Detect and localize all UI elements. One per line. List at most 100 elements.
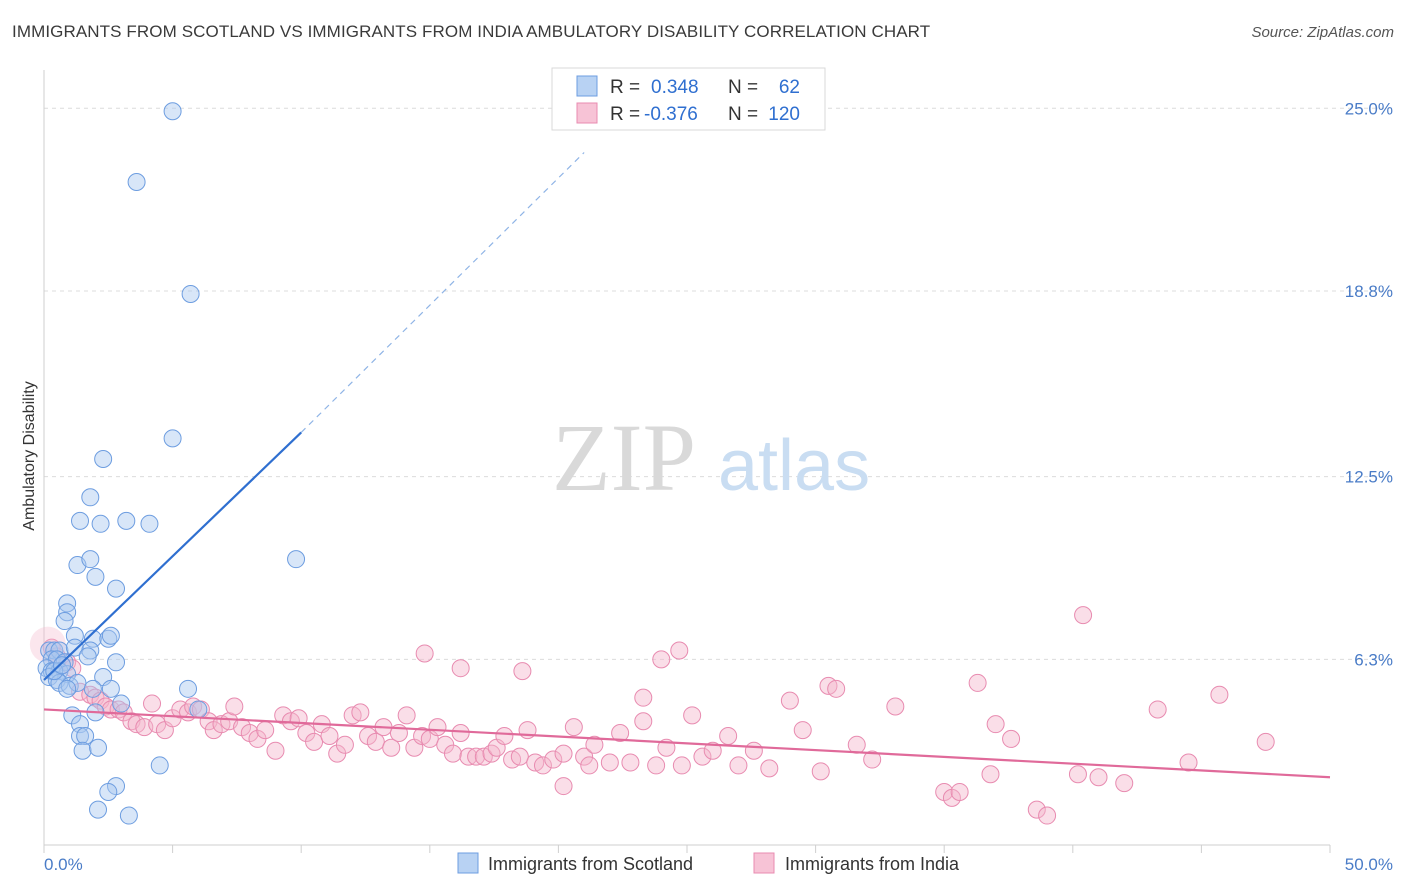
legend-r-scotland: 0.348 [651,77,699,98]
data-point-india [335,735,354,754]
data-point-scotland [107,579,126,598]
data-point-scotland [99,782,118,801]
data-point-india [428,718,447,737]
data-point-india [1074,606,1093,625]
data-point-india [415,644,434,663]
data-point-india [672,756,691,775]
data-point-scotland [55,653,74,672]
watermark: ZIP atlas [552,404,870,511]
data-point-india [670,641,689,660]
data-point-india [1179,753,1198,772]
data-point-india [580,756,599,775]
data-point-india [554,744,573,763]
chart-title: IMMIGRANTS FROM SCOTLAND VS IMMIGRANTS F… [12,22,931,41]
data-point-india [652,650,671,669]
data-point-scotland [58,679,77,698]
x-tick-label: 50.0% [1345,855,1393,874]
data-point-scotland [71,511,90,530]
y-tick-label: 12.5% [1345,468,1393,487]
y-axis-label: Ambulatory Disability [21,381,38,530]
data-point-india [793,721,812,740]
data-point-india [143,694,162,713]
data-point-india [305,732,324,751]
data-point-india [811,762,830,781]
legend-swatch-scotland [576,75,598,97]
data-point-scotland [89,738,108,757]
data-point-india [564,718,583,737]
watermark-atlas: atlas [718,426,870,506]
data-point-india [467,747,486,766]
data-point-india [533,756,552,775]
trend-lines [43,152,1331,779]
data-point-india [225,697,244,716]
data-point-scotland [55,612,74,631]
data-point-india [827,679,846,698]
data-point-india [451,724,470,743]
data-point-india [495,726,514,745]
y-tick-label: 25.0% [1345,99,1393,118]
data-point-india [886,697,905,716]
data-point-india [351,703,370,722]
data-point-scotland [181,284,200,303]
data-point-india [693,747,712,766]
data-point-scotland [65,638,84,657]
data-point-india [647,756,666,775]
data-point-india [744,741,763,760]
data-point-scotland [179,679,198,698]
data-point-scotland [112,694,131,713]
data-point-india [968,673,987,692]
bottom-legend-label-scotland: Immigrants from Scotland [488,854,693,874]
stats-legend: R = 0.348 N = 62 R = -0.376 N = 120 [551,67,826,131]
trend-line-scotland-extension [300,152,585,433]
bottom-legend-label-india: Immigrants from India [785,854,960,874]
data-point-scotland [101,626,120,645]
data-point-india [729,756,748,775]
data-point-scotland [81,550,100,569]
data-point-scotland [83,679,102,698]
data-point-india [1027,800,1046,819]
trend-line-scotland [43,431,302,681]
series-india [29,606,1275,825]
legend-swatch-india [576,102,598,124]
data-point-india [719,726,738,745]
data-point-india [780,691,799,710]
trend-line-india [43,708,1331,779]
data-point-scotland [83,629,102,648]
legend-n-label-scotland: N = [728,77,758,98]
legend-n-scotland: 62 [779,77,800,98]
data-point-india [1148,700,1167,719]
data-point-india [575,747,594,766]
data-point-scotland [127,172,146,191]
y-tick-labels: 6.3% 12.5% 18.8% 25.0% [1345,99,1393,669]
data-point-india [397,706,416,725]
bottom-legend-swatch-india [753,852,775,874]
data-point-scotland [89,800,108,819]
data-point-india [760,759,779,778]
data-point-india [683,706,702,725]
data-point-india [847,735,866,754]
axes [43,70,1331,853]
data-point-india [585,735,604,754]
data-point-scotland [101,679,120,698]
data-point-india [266,741,285,760]
data-point-india [482,744,501,763]
data-point-india [981,765,1000,784]
bottom-legend: Immigrants from Scotland Immigrants from… [457,852,960,874]
data-point-india [443,744,462,763]
data-point-india [634,712,653,731]
data-point-india [1002,729,1021,748]
x-tick-label: 0.0% [44,855,83,874]
data-point-india [1068,765,1087,784]
data-point-india [256,721,275,740]
data-point-scotland [189,700,208,719]
data-point-scotland [73,741,92,760]
legend-n-india: 120 [768,104,800,125]
data-point-scotland [53,656,72,675]
data-point-scotland [81,488,100,507]
data-point-scotland [117,511,136,530]
data-point-scotland [71,726,90,745]
legend-r-india: -0.376 [644,104,698,125]
series-scotland [37,102,306,825]
data-point-scotland [163,429,182,448]
